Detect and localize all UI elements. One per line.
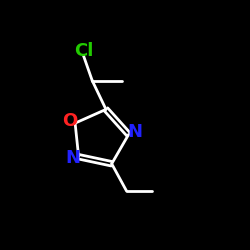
Text: O: O (62, 112, 77, 130)
Text: N: N (65, 149, 80, 167)
Text: Cl: Cl (74, 42, 93, 60)
Text: N: N (127, 123, 142, 141)
